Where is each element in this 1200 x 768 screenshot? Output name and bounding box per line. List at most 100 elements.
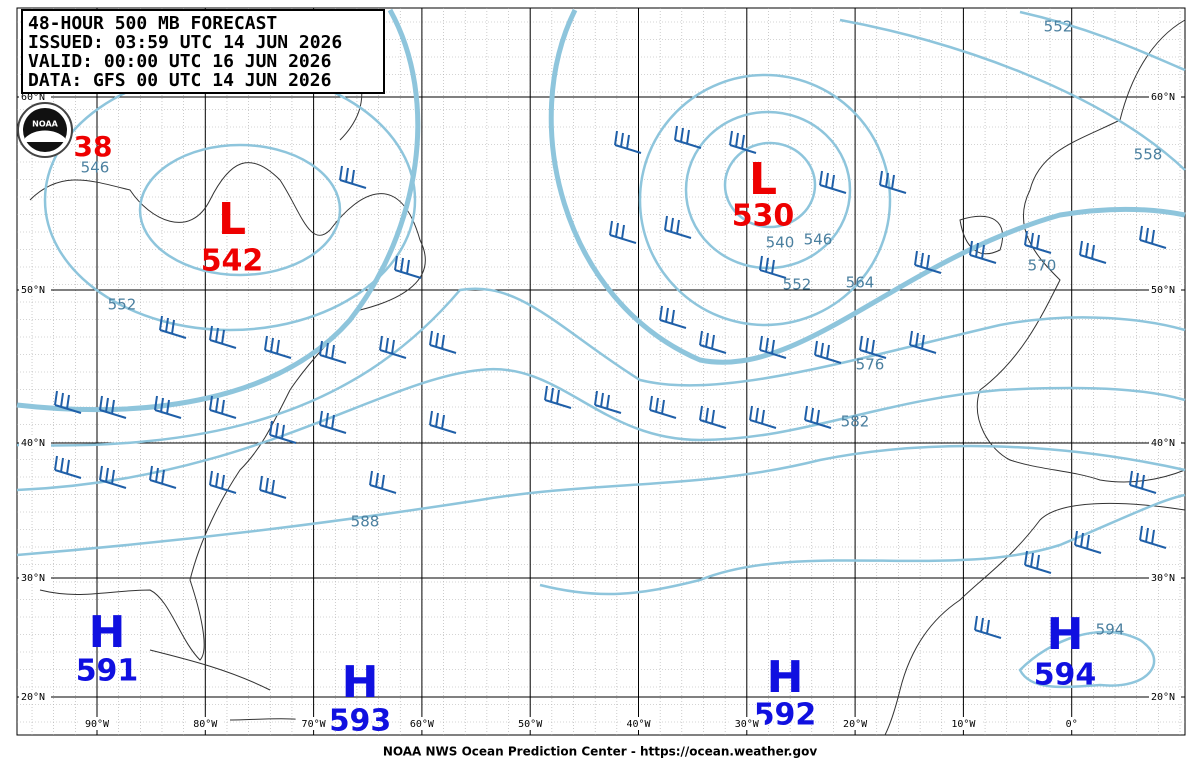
wind-barb [699, 405, 727, 429]
wind-barb [649, 395, 677, 419]
contour-label: 552 [108, 296, 137, 314]
header: 48-HOUR 500 MB FORECAST ISSUED: 03:59 UT… [21, 9, 385, 94]
lat-label: 60°N [21, 92, 45, 103]
label-bg [1149, 436, 1181, 449]
contour [638, 73, 892, 327]
wind-barb [1079, 240, 1107, 264]
header-line: ISSUED: 03:59 UTC 14 JUN 2026 [28, 32, 342, 53]
wind-barb [379, 335, 407, 359]
label-bg [187, 717, 224, 730]
wind-barb [394, 255, 422, 279]
logo-text: NOAA [32, 120, 58, 129]
lat-label: 30°N [21, 573, 45, 584]
label-bg [1149, 90, 1181, 103]
contour [16, 8, 421, 413]
contour-label: 540 [766, 234, 795, 252]
wind-barb [209, 325, 237, 349]
contour-label: 546 [81, 159, 110, 177]
wind-barb [1129, 470, 1157, 494]
wind-barb [429, 410, 457, 434]
contour [1018, 630, 1156, 689]
center-value: 594 [1034, 658, 1097, 693]
header-line: 48-HOUR 500 MB FORECAST [28, 13, 277, 34]
label-bg [19, 690, 51, 703]
label-bg [19, 283, 51, 296]
wind-barb [879, 170, 907, 194]
contours [16, 8, 1186, 689]
noaa-logo: NOAA [17, 102, 73, 158]
wind-barbs [54, 125, 1167, 639]
center-value: 542 [201, 244, 264, 279]
label-bg [512, 717, 549, 730]
lon-label: 70°W [302, 719, 327, 730]
wind-barb [909, 330, 937, 354]
center-value: 38 [74, 130, 113, 163]
lon-label: 80°W [193, 719, 218, 730]
wind-barb [1024, 550, 1052, 574]
contour [138, 143, 342, 277]
wind-barb [209, 470, 237, 494]
wind-barb [269, 420, 297, 444]
wind-barb [264, 335, 292, 359]
wind-barb [914, 250, 942, 274]
lon-label: 60°W [410, 719, 435, 730]
wind-barb [609, 220, 637, 244]
wind-barb [99, 395, 127, 419]
contour [548, 8, 1186, 365]
contour [16, 287, 1186, 447]
center-letter: H [89, 607, 126, 658]
contour [539, 493, 1186, 596]
label-bg [620, 717, 657, 730]
wind-barb [259, 475, 287, 499]
contour-label: 582 [841, 413, 870, 431]
wind-barb [664, 215, 692, 239]
wind-barb [699, 330, 727, 354]
coastline [29, 162, 426, 661]
wind-barb [1139, 225, 1167, 249]
wind-barb [544, 385, 572, 409]
contour-label: 558 [1134, 146, 1163, 164]
center-value: 593 [329, 704, 392, 739]
lat-label: 50°N [21, 285, 45, 296]
wind-barb [154, 395, 182, 419]
label-bg [79, 717, 115, 730]
wind-barb [429, 330, 457, 354]
wind-barb [99, 465, 127, 489]
lat-label: 20°N [1151, 692, 1175, 703]
lat-label: 40°N [1151, 438, 1175, 449]
contour [684, 110, 852, 270]
header-line: VALID: 00:00 UTC 16 JUN 2026 [28, 51, 331, 72]
contour-label: 564 [846, 274, 875, 292]
wind-barb [729, 130, 757, 154]
contour [16, 367, 1186, 492]
lon-label: 50°W [518, 719, 543, 730]
wind-barb [814, 340, 842, 364]
lat-label: 20°N [21, 692, 45, 703]
center-letter: L [749, 154, 777, 205]
wind-barb [149, 465, 177, 489]
wind-barb [969, 240, 997, 264]
lon-label: 90°W [85, 719, 110, 730]
label-bg [1053, 717, 1090, 730]
contour-label: 588 [351, 513, 380, 531]
contour-label: 546 [804, 231, 833, 249]
wind-barb [674, 125, 702, 149]
header-line: DATA: GFS 00 UTC 14 JUN 2026 [28, 70, 331, 91]
lat-label: 30°N [1151, 573, 1175, 584]
label-bg [19, 436, 51, 449]
wind-barb [1024, 230, 1052, 254]
center-letter: H [767, 652, 804, 703]
contour [839, 18, 1186, 171]
contour [16, 444, 1186, 557]
center-value: 530 [732, 199, 795, 234]
contour [723, 141, 817, 229]
wind-barb [369, 470, 397, 494]
label-bg [403, 717, 440, 730]
wind-barb [1139, 525, 1167, 549]
logo-bird [25, 130, 65, 142]
label-bg [728, 717, 765, 730]
wind-barb [159, 315, 187, 339]
lon-label: 0° [1066, 719, 1078, 730]
wind-barb [319, 410, 347, 434]
